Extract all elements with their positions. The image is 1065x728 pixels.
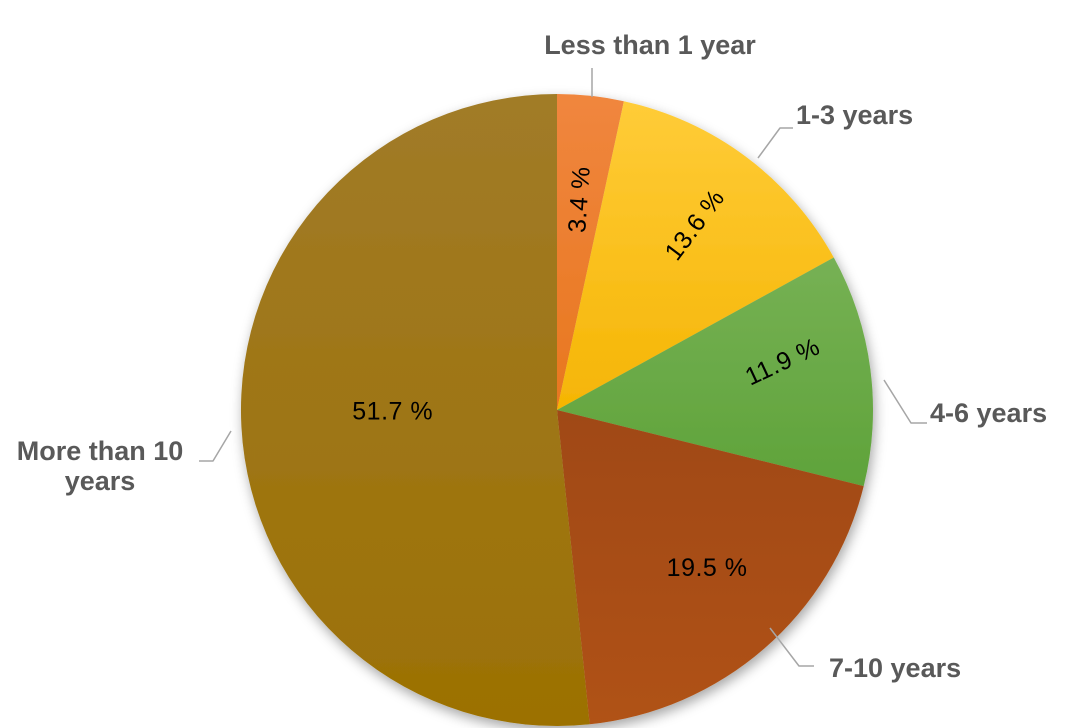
pie-slice-more-than-10-years <box>240 93 590 727</box>
data-label-more-than-10-years: 51.7 % <box>352 397 433 425</box>
pie-slice-less-than-1-year <box>557 94 624 410</box>
leader-lines-group <box>199 68 927 667</box>
category-label-4-6-years: 4-6 years <box>930 398 1048 428</box>
category-label-1-3-years: 1-3 years <box>796 100 914 130</box>
category-label-more-than-10-years: More than 10 years <box>16 436 184 497</box>
data-label-less-than-1-year: 3.4 % <box>563 165 596 233</box>
pie-slice-4-6-years <box>557 257 874 487</box>
leader-line-4-6-years <box>883 379 927 424</box>
leader-line-1-3-years <box>757 127 793 159</box>
data-label-7-10-years: 19.5 % <box>667 554 748 582</box>
leader-line-more-than-10-years <box>199 430 232 462</box>
pie-slice-1-3-years <box>557 101 834 410</box>
pie-slices-group <box>240 93 874 727</box>
pie-slice-7-10-years <box>557 410 864 725</box>
category-label-7-10-years: 7-10 years <box>829 653 962 683</box>
category-label-less-than-1-year: Less than 1 year <box>544 30 756 60</box>
leader-line-7-10-years <box>769 627 814 667</box>
